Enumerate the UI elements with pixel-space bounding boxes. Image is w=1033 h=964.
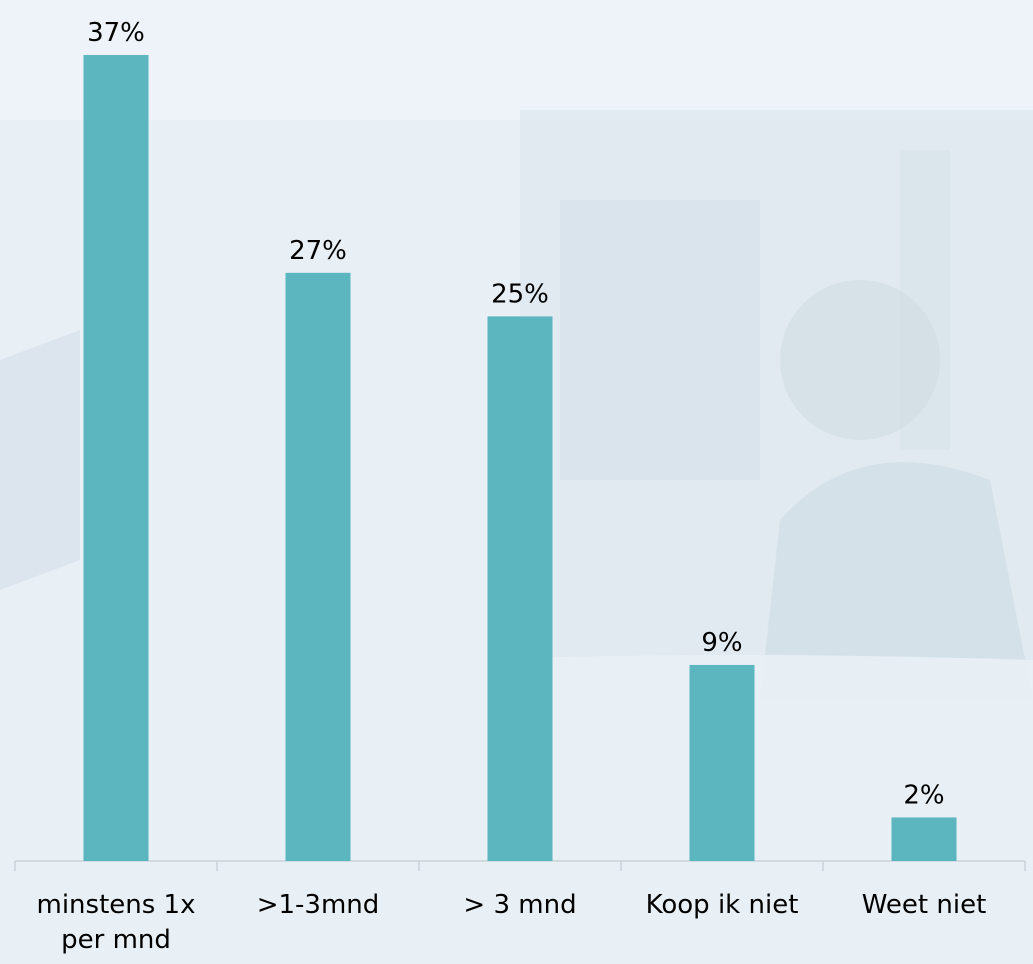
data-label: 2%: [903, 780, 944, 810]
data-label: 37%: [87, 18, 145, 48]
category-label: Weet niet: [862, 890, 987, 920]
category-label: >1-3mnd: [257, 890, 380, 920]
data-label: 25%: [491, 279, 549, 309]
category-label: > 3 mnd: [463, 890, 576, 920]
bar: [891, 817, 957, 861]
category-label: Koop ik niet: [646, 890, 799, 920]
bar: [487, 316, 553, 861]
category-label: minstens 1x per mnd: [37, 890, 196, 955]
bar: [83, 55, 149, 861]
data-label: 27%: [289, 236, 347, 266]
bar: [285, 272, 351, 861]
bar: [689, 664, 755, 861]
data-label: 9%: [701, 628, 742, 658]
plot-area: 37% minstens 1x per mnd 27% >1-3mnd 25% > 3 mn…: [14, 18, 1026, 955]
